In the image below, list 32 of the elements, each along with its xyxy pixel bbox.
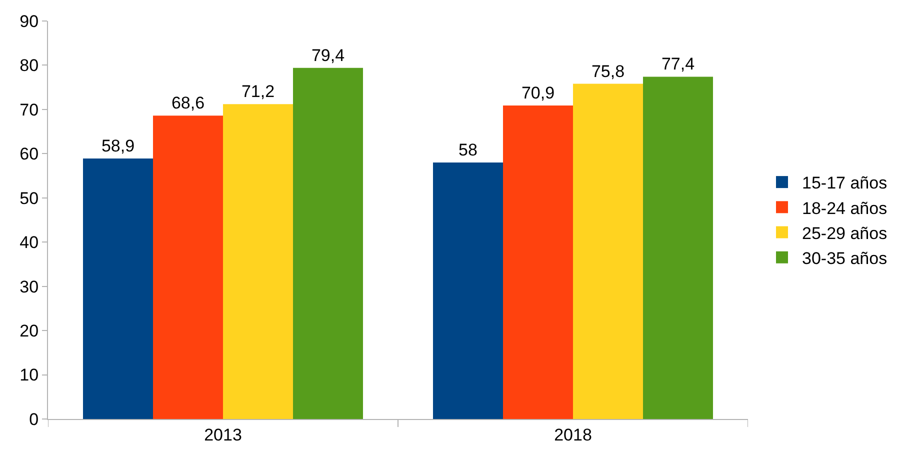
y-tick-label: 90 <box>20 12 39 31</box>
bar <box>293 68 363 419</box>
legend-label: 15-17 años <box>802 174 888 193</box>
data-label: 75,8 <box>591 62 625 81</box>
bar <box>503 105 573 419</box>
data-label: 58,9 <box>101 136 135 156</box>
y-tick-label: 70 <box>20 100 39 120</box>
legend-label: 30-35 años <box>802 248 888 268</box>
data-label: 79,4 <box>311 46 345 65</box>
y-tick-label: 60 <box>20 144 39 164</box>
bar <box>153 116 223 419</box>
y-tick-label: 50 <box>20 188 39 208</box>
legend-label: 18-24 años <box>802 198 888 218</box>
data-label: 58 <box>458 140 478 160</box>
bar <box>573 84 643 419</box>
y-tick-label: 80 <box>20 56 39 76</box>
y-tick-label: 0 <box>29 410 39 429</box>
x-tick-label: 2013 <box>204 425 242 444</box>
bar <box>223 104 293 419</box>
bar <box>433 162 503 419</box>
y-tick-label: 40 <box>20 233 39 252</box>
bar <box>643 76 713 419</box>
data-label: 70,9 <box>521 83 555 102</box>
data-label: 68,6 <box>171 94 205 113</box>
y-tick-label: 10 <box>20 366 39 385</box>
bar <box>83 158 153 419</box>
data-label: 71,2 <box>241 82 275 102</box>
x-tick-label: 2018 <box>554 425 592 444</box>
legend-label: 25-29 años <box>802 224 888 243</box>
y-tick-label: 30 <box>20 277 39 296</box>
y-tick-label: 20 <box>20 322 39 341</box>
data-label: 77,4 <box>661 54 695 74</box>
